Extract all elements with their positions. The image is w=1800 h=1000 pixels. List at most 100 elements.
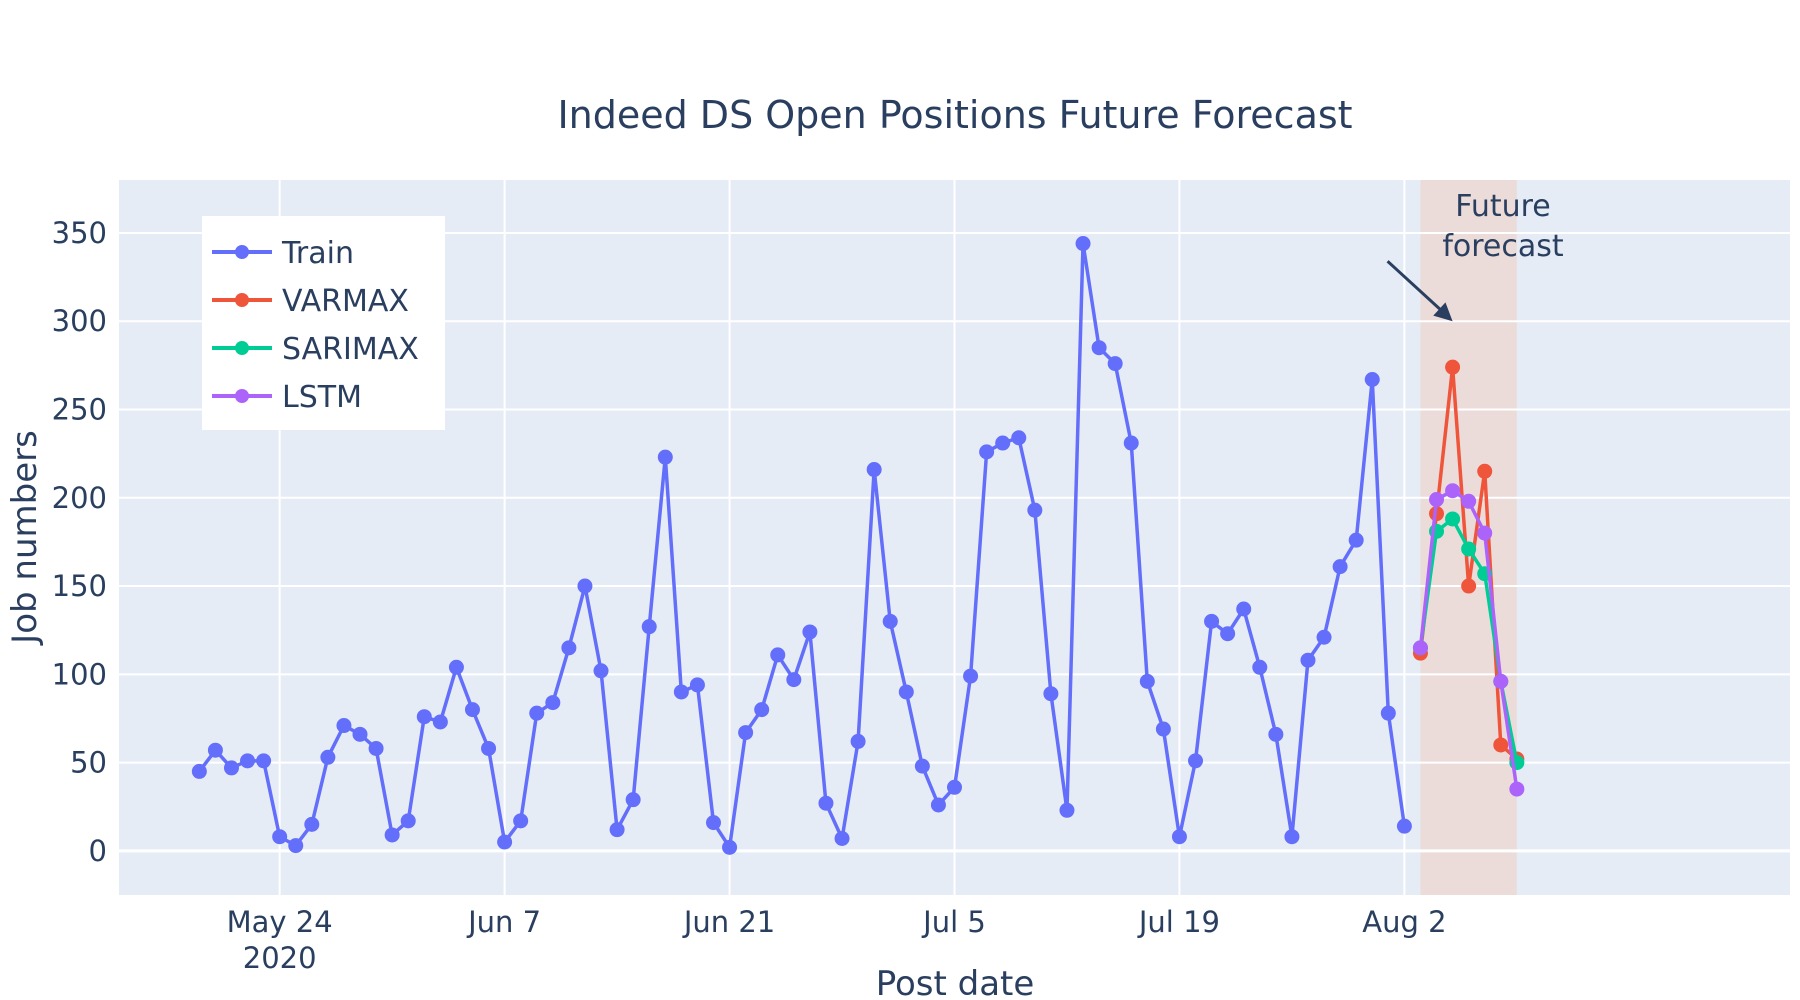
legend-item-sarimax[interactable]: SARIMAX bbox=[212, 332, 419, 367]
data-point-train[interactable] bbox=[979, 444, 995, 460]
data-point-train[interactable] bbox=[930, 797, 946, 813]
data-point-train[interactable] bbox=[1268, 726, 1284, 742]
data-point-lstm[interactable] bbox=[1461, 493, 1477, 509]
data-point-train[interactable] bbox=[1364, 371, 1380, 387]
data-point-train[interactable] bbox=[818, 795, 834, 811]
legend-item-varmax[interactable]: VARMAX bbox=[212, 284, 409, 319]
data-point-train[interactable] bbox=[1027, 502, 1043, 518]
data-point-train[interactable] bbox=[1316, 629, 1332, 645]
data-point-train[interactable] bbox=[1043, 686, 1059, 702]
data-point-train[interactable] bbox=[288, 838, 304, 854]
data-point-sarimax[interactable] bbox=[1445, 511, 1461, 527]
data-point-train[interactable] bbox=[834, 831, 850, 847]
data-point-train[interactable] bbox=[850, 733, 866, 749]
data-point-train[interactable] bbox=[464, 702, 480, 718]
data-point-train[interactable] bbox=[866, 462, 882, 478]
data-point-train[interactable] bbox=[1380, 705, 1396, 721]
data-point-train[interactable] bbox=[593, 663, 609, 679]
data-point-train[interactable] bbox=[207, 742, 223, 758]
data-point-train[interactable] bbox=[191, 763, 207, 779]
data-point-train[interactable] bbox=[1075, 236, 1091, 252]
data-point-train[interactable] bbox=[1300, 652, 1316, 668]
data-point-sarimax[interactable] bbox=[1461, 541, 1477, 557]
y-tick-label: 300 bbox=[52, 304, 107, 338]
data-point-train[interactable] bbox=[1236, 601, 1252, 617]
data-point-train[interactable] bbox=[1059, 802, 1075, 818]
data-point-train[interactable] bbox=[256, 753, 272, 769]
data-point-train[interactable] bbox=[1396, 818, 1412, 834]
legend-item-lstm[interactable]: LSTM bbox=[212, 380, 362, 415]
data-point-train[interactable] bbox=[963, 668, 979, 684]
data-point-train[interactable] bbox=[898, 684, 914, 700]
data-point-train[interactable] bbox=[722, 839, 738, 855]
data-point-lstm[interactable] bbox=[1509, 781, 1525, 797]
data-point-train[interactable] bbox=[223, 760, 239, 776]
data-point-train[interactable] bbox=[1123, 435, 1139, 451]
data-point-train[interactable] bbox=[625, 792, 641, 808]
data-point-train[interactable] bbox=[1204, 613, 1220, 629]
data-point-train[interactable] bbox=[240, 753, 256, 769]
data-point-train[interactable] bbox=[641, 619, 657, 635]
data-point-train[interactable] bbox=[1252, 659, 1268, 675]
data-point-train[interactable] bbox=[995, 435, 1011, 451]
data-point-train[interactable] bbox=[304, 816, 320, 832]
data-point-train[interactable] bbox=[577, 578, 593, 594]
data-point-train[interactable] bbox=[1011, 430, 1027, 446]
data-point-train[interactable] bbox=[882, 613, 898, 629]
data-point-train[interactable] bbox=[448, 659, 464, 675]
data-point-train[interactable] bbox=[336, 718, 352, 734]
data-point-train[interactable] bbox=[1139, 673, 1155, 689]
data-point-varmax[interactable] bbox=[1445, 359, 1461, 375]
data-point-train[interactable] bbox=[673, 684, 689, 700]
data-point-train[interactable] bbox=[416, 709, 432, 725]
data-point-train[interactable] bbox=[802, 624, 818, 640]
data-point-train[interactable] bbox=[770, 647, 786, 663]
data-point-train[interactable] bbox=[561, 640, 577, 656]
data-point-train[interactable] bbox=[1220, 626, 1236, 642]
data-point-train[interactable] bbox=[320, 749, 336, 765]
data-point-train[interactable] bbox=[689, 677, 705, 693]
data-point-train[interactable] bbox=[1155, 721, 1171, 737]
data-point-lstm[interactable] bbox=[1412, 640, 1428, 656]
data-point-varmax[interactable] bbox=[1493, 737, 1509, 753]
data-point-train[interactable] bbox=[368, 740, 384, 756]
data-point-train[interactable] bbox=[1188, 753, 1204, 769]
data-point-train[interactable] bbox=[384, 827, 400, 843]
legend: Train VARMAX SARIMAX LSTM bbox=[202, 216, 445, 430]
data-point-train[interactable] bbox=[529, 705, 545, 721]
data-point-train[interactable] bbox=[1348, 532, 1364, 548]
data-point-train[interactable] bbox=[352, 726, 368, 742]
data-point-train[interactable] bbox=[786, 672, 802, 688]
annotation-line-1: Future bbox=[1455, 189, 1551, 224]
data-point-lstm[interactable] bbox=[1493, 673, 1509, 689]
data-point-train[interactable] bbox=[705, 815, 721, 831]
data-point-train[interactable] bbox=[1332, 559, 1348, 575]
data-point-lstm[interactable] bbox=[1429, 492, 1445, 508]
data-point-train[interactable] bbox=[609, 822, 625, 838]
data-point-train[interactable] bbox=[545, 695, 561, 711]
data-point-train[interactable] bbox=[497, 834, 513, 850]
series-train bbox=[191, 236, 1412, 855]
legend-label-varmax: VARMAX bbox=[282, 284, 409, 319]
data-point-train[interactable] bbox=[657, 449, 673, 465]
data-point-train[interactable] bbox=[481, 740, 497, 756]
data-point-train[interactable] bbox=[738, 725, 754, 741]
data-point-lstm[interactable] bbox=[1445, 483, 1461, 499]
data-point-lstm[interactable] bbox=[1477, 525, 1493, 541]
data-point-varmax[interactable] bbox=[1461, 578, 1477, 594]
data-point-train[interactable] bbox=[947, 779, 962, 795]
data-point-train[interactable] bbox=[432, 714, 448, 730]
data-point-varmax[interactable] bbox=[1477, 463, 1493, 479]
data-point-train[interactable] bbox=[1107, 356, 1123, 372]
legend-item-train[interactable]: Train bbox=[212, 236, 354, 271]
data-point-train[interactable] bbox=[1091, 340, 1107, 356]
data-point-train[interactable] bbox=[1284, 829, 1300, 845]
data-point-train[interactable] bbox=[1171, 829, 1187, 845]
data-point-train[interactable] bbox=[914, 758, 930, 774]
series-line-train bbox=[197, 241, 1407, 850]
data-point-train[interactable] bbox=[272, 829, 288, 845]
data-point-train[interactable] bbox=[400, 813, 416, 829]
data-point-train[interactable] bbox=[754, 702, 770, 718]
data-point-train[interactable] bbox=[513, 813, 529, 829]
